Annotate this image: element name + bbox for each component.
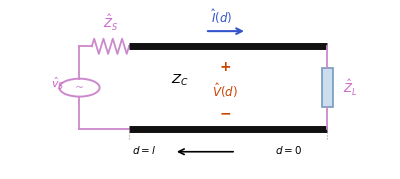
Text: $\hat{Z}_L$: $\hat{Z}_L$ — [343, 78, 358, 98]
Text: +: + — [219, 60, 231, 74]
Text: ~: ~ — [75, 83, 84, 93]
Text: $d = 0$: $d = 0$ — [275, 144, 302, 156]
Text: $\hat{I}(d)$: $\hat{I}(d)$ — [212, 7, 233, 26]
Text: −: − — [219, 107, 231, 121]
Bar — [322, 68, 333, 107]
Text: $\hat{V}(d)$: $\hat{V}(d)$ — [212, 81, 238, 100]
Text: $Z_C$: $Z_C$ — [171, 73, 189, 88]
Text: $\hat{v}_S$: $\hat{v}_S$ — [51, 75, 64, 92]
Text: $\hat{Z}_S$: $\hat{Z}_S$ — [103, 12, 118, 33]
Text: $d = l$: $d = l$ — [132, 144, 157, 156]
